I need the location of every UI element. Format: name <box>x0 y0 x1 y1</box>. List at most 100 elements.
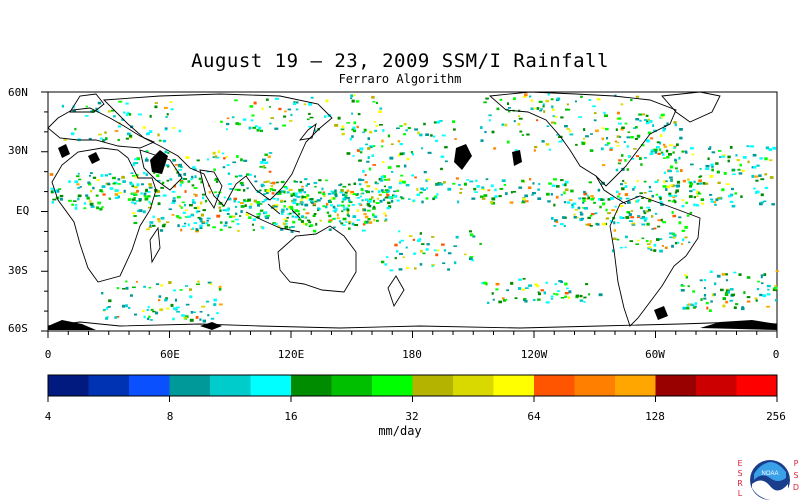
rain-pixel <box>172 317 175 321</box>
rain-pixel <box>143 315 146 319</box>
rain-pixel <box>667 199 671 202</box>
rain-pixel <box>688 241 691 244</box>
rain-pixel <box>616 222 620 224</box>
rain-pixel <box>185 285 189 287</box>
rain-pixel <box>550 98 554 101</box>
rain-pixel <box>582 202 585 204</box>
rain-pixel <box>381 260 385 264</box>
rain-pixel <box>641 197 644 200</box>
rain-pixel <box>498 300 503 304</box>
logo-letter-s2: S <box>793 471 799 480</box>
rain-pixel <box>272 197 276 200</box>
rain-pixel <box>739 163 742 167</box>
rain-pixel <box>293 180 296 183</box>
colorbar-swatch <box>169 375 211 396</box>
rain-pixel <box>222 166 226 169</box>
rain-pixel <box>236 223 240 225</box>
rain-pixel <box>226 122 230 126</box>
rain-pixel <box>114 316 118 319</box>
rain-pixel <box>583 296 587 299</box>
rain-pixel <box>216 194 220 197</box>
rain-pixel <box>160 216 165 220</box>
rain-pixel <box>197 216 201 219</box>
rain-pixel <box>95 194 99 197</box>
rain-pixel <box>572 202 577 205</box>
rain-pixel <box>440 167 443 171</box>
rain-pixel <box>166 221 170 224</box>
rain-pixel <box>174 164 179 166</box>
rain-pixel <box>435 253 439 257</box>
rain-pixel <box>620 183 623 186</box>
rain-pixel <box>758 174 762 177</box>
rain-pixel <box>83 207 87 210</box>
rain-pixel <box>274 208 278 211</box>
rain-pixel <box>522 197 526 201</box>
rain-pixel <box>369 130 373 134</box>
rain-pixel <box>716 274 721 278</box>
rain-pixel <box>709 174 714 178</box>
rain-pixel <box>677 241 680 245</box>
rain-pixel <box>394 257 397 260</box>
rain-pixel <box>265 98 269 101</box>
rain-pixel <box>403 164 407 168</box>
rain-pixel <box>158 295 162 298</box>
rain-pixel <box>138 209 143 213</box>
rain-pixel <box>560 116 564 119</box>
rain-pixel <box>488 114 492 117</box>
rain-pixel <box>342 193 346 196</box>
rain-pixel <box>300 198 303 202</box>
rain-pixel <box>689 184 693 188</box>
rain-pixel <box>624 182 627 184</box>
rain-pixel <box>382 198 386 202</box>
rain-pixel <box>263 193 267 196</box>
rain-pixel <box>529 178 532 181</box>
rain-pixel <box>322 205 325 208</box>
rain-pixel <box>384 214 387 217</box>
rain-pixel <box>369 221 373 225</box>
rain-pixel <box>570 189 574 193</box>
rain-pixel <box>367 156 370 160</box>
rain-pixel <box>322 192 326 196</box>
australia-outline <box>277 225 357 293</box>
rain-pixel <box>259 189 262 192</box>
rain-pixel <box>588 293 591 296</box>
rain-pixel <box>513 191 517 193</box>
rain-pixel <box>672 151 675 154</box>
rain-pixel <box>388 205 392 209</box>
rain-pixel <box>656 141 660 144</box>
logo-letter-l: L <box>737 489 743 498</box>
rain-pixel <box>366 221 369 224</box>
rain-pixel <box>164 127 168 130</box>
rain-pixel <box>681 243 684 245</box>
rain-pixel <box>340 128 345 131</box>
rain-pixel <box>353 94 356 97</box>
rain-pixel <box>501 123 505 126</box>
rain-pixel <box>682 306 687 310</box>
rain-pixel <box>271 192 275 195</box>
rain-pixel <box>341 200 344 203</box>
rain-pixel <box>469 256 474 258</box>
rain-pixel <box>366 203 370 206</box>
rain-pixel <box>550 295 554 298</box>
rain-pixel <box>679 136 683 140</box>
rain-pixel <box>723 172 727 175</box>
rain-pixel <box>193 168 197 171</box>
rain-pixel <box>587 223 592 227</box>
rain-pixel <box>545 301 550 304</box>
rain-pixel <box>396 165 400 168</box>
rain-pixel <box>671 211 674 214</box>
rain-pixel <box>71 203 75 206</box>
rain-pixel <box>399 196 403 198</box>
rain-pixel <box>213 168 216 171</box>
rain-pixel <box>383 185 387 188</box>
rain-pixel <box>457 200 460 204</box>
rain-pixel <box>711 293 715 297</box>
rain-pixel <box>616 195 620 198</box>
rain-pixel <box>133 191 137 194</box>
rain-pixel <box>655 193 658 196</box>
rain-pixel <box>566 287 569 290</box>
rain-pixel <box>304 178 308 181</box>
rain-pixel <box>170 303 174 307</box>
rain-pixel <box>155 311 159 315</box>
rain-pixel <box>347 197 350 199</box>
